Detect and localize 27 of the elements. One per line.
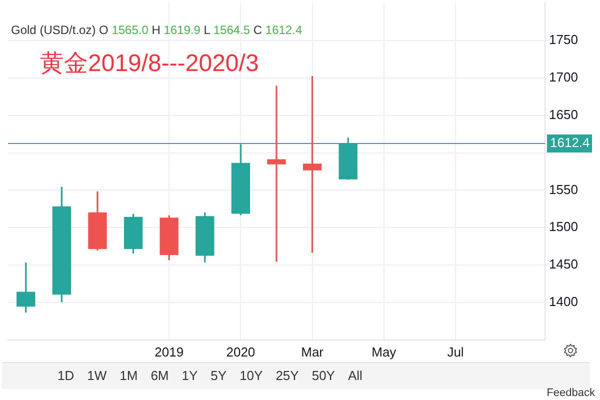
text: 50Y	[310, 368, 336, 384]
text: 1W	[86, 368, 108, 384]
y-tick-label: 1700	[549, 69, 578, 84]
y-tick-label: 1400	[549, 294, 578, 310]
text: 1Y	[180, 368, 199, 384]
y-tick-label: 1550	[549, 182, 578, 197]
y-tick-label: 1450	[549, 256, 578, 272]
text: Gold (USD/t.oz) O 1565.0 H 1619.9 L 1564.5 C 1612.4	[11, 23, 302, 37]
x-tick-label: May	[372, 344, 397, 360]
text: 10Y	[238, 368, 264, 384]
text: 黄金2019/8---2020/3	[40, 50, 259, 78]
x-tick-label: 2020	[226, 344, 256, 360]
text: 1D	[56, 368, 76, 384]
text: All	[346, 368, 364, 384]
y-tick-label: 1650	[549, 106, 578, 122]
text: 5Y	[210, 368, 228, 384]
candlestick	[267, 86, 286, 262]
x-tick-label: Mar	[301, 344, 324, 360]
x-tick-label: Jul	[447, 344, 464, 360]
text: 6M	[150, 368, 170, 384]
ref-line-label: 1612.4	[550, 135, 590, 150]
text: Feedback	[546, 387, 595, 400]
text: 1M	[118, 368, 139, 384]
y-tick-label: 1500	[549, 219, 578, 234]
y-tick-label: 1750	[549, 32, 578, 48]
x-tick-label: 2019	[154, 344, 184, 360]
text: 25Y	[274, 368, 300, 384]
